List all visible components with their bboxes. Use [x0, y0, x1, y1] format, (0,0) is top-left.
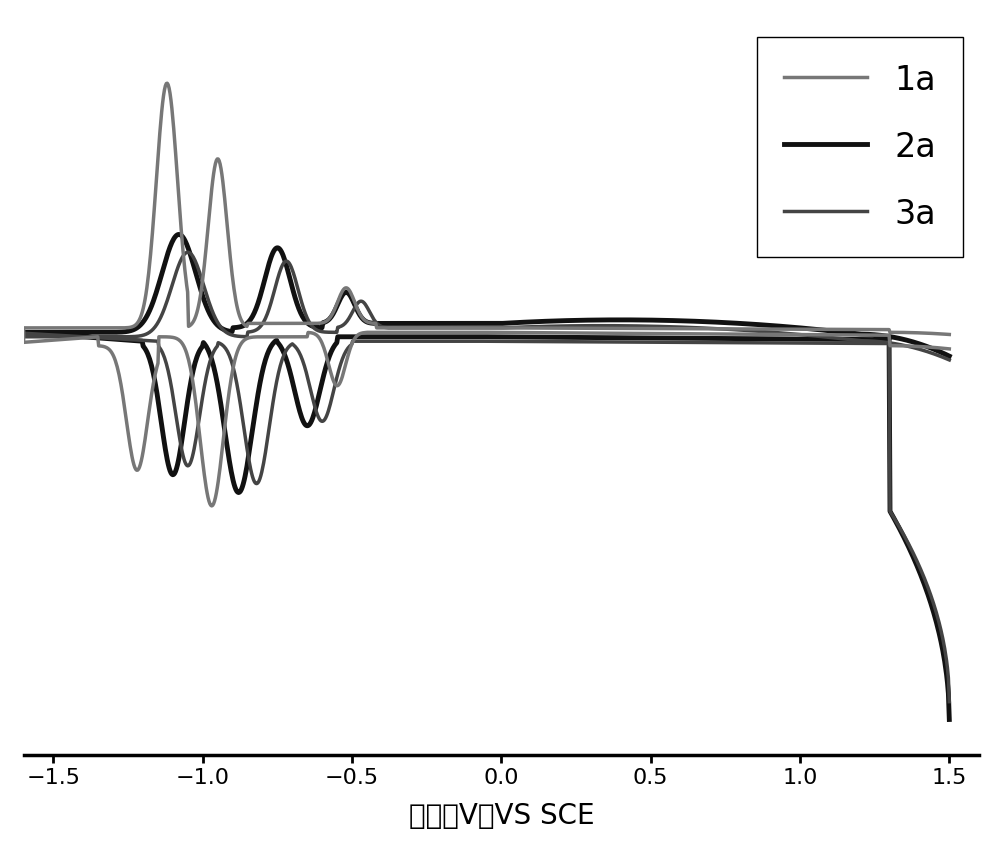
1a [891, 328, 903, 338]
1a [849, 330, 861, 340]
3a [943, 355, 955, 365]
2a [173, 230, 185, 240]
2a [890, 333, 902, 343]
2a [43, 329, 55, 340]
Legend: 1a, 2a, 3a: 1a, 2a, 3a [757, 37, 962, 258]
2a [943, 714, 955, 724]
1a [890, 328, 902, 338]
3a [890, 339, 902, 349]
Line: 3a: 3a [24, 252, 949, 702]
1a [42, 335, 54, 346]
3a [182, 247, 194, 257]
1a [551, 323, 563, 334]
Line: 1a: 1a [24, 83, 949, 505]
Line: 2a: 2a [24, 235, 949, 719]
3a [550, 321, 562, 331]
2a [92, 333, 104, 343]
X-axis label: 电势（V）VS SCE: 电势（V）VS SCE [409, 802, 594, 831]
1a [161, 78, 173, 89]
2a [890, 333, 902, 343]
2a [550, 316, 562, 326]
1a [943, 344, 955, 354]
2a [849, 334, 861, 345]
3a [943, 697, 955, 707]
3a [890, 339, 902, 349]
3a [92, 333, 104, 343]
1a [943, 329, 955, 340]
1a [91, 332, 103, 342]
3a [849, 338, 861, 348]
3a [43, 329, 55, 340]
2a [943, 351, 955, 361]
1a [206, 500, 218, 511]
